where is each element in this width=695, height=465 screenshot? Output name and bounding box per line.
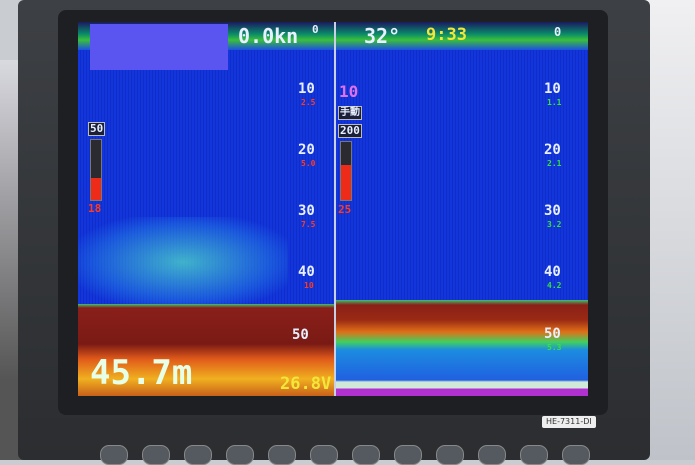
gain-fill bbox=[91, 178, 101, 200]
depth-readout: 45.7m bbox=[90, 353, 193, 393]
hardware-button[interactable] bbox=[520, 445, 548, 465]
clock: 9:33 bbox=[426, 25, 467, 45]
sonar-screen: 0.0kn 0 10 2.5 20 5.0 30 7.5 40 10 50 50… bbox=[78, 22, 588, 396]
hardware-button[interactable] bbox=[352, 445, 380, 465]
depth-mark: 50 bbox=[292, 327, 309, 343]
gain-fill bbox=[341, 165, 351, 200]
depth-sub: 3.2 bbox=[547, 220, 562, 229]
right-zero: 0 bbox=[554, 25, 562, 39]
depth-sub: 2.1 bbox=[547, 159, 562, 168]
depth-sub: 5.0 bbox=[301, 159, 316, 168]
depth-mark: 40 bbox=[298, 264, 315, 280]
speed-zero: 0 bbox=[312, 23, 319, 36]
depth-sub: 4.2 bbox=[547, 281, 562, 290]
hardware-button[interactable] bbox=[562, 445, 590, 465]
hardware-button[interactable] bbox=[310, 445, 338, 465]
gain-value: 18 bbox=[88, 202, 102, 215]
hardware-button[interactable] bbox=[184, 445, 212, 465]
depth-sub: 2.5 bbox=[301, 98, 316, 107]
seabed-echo bbox=[336, 300, 588, 396]
depth-mark: 30 bbox=[544, 203, 561, 219]
depth-sub: 1.1 bbox=[547, 98, 562, 107]
hardware-button[interactable] bbox=[268, 445, 296, 465]
range-label: 10 bbox=[339, 82, 359, 101]
water-temp: 32° bbox=[364, 24, 401, 48]
depth-sub: 10 bbox=[304, 281, 314, 290]
speed-readout: 0.0kn bbox=[238, 24, 299, 48]
right-sonar-panel: 32° 9:33 0 10 手動 200 25 10 1.1 20 2.1 30… bbox=[336, 22, 588, 396]
gain-value: 25 bbox=[338, 203, 352, 216]
panel-divider bbox=[334, 22, 336, 396]
voltage-readout: 26.8V bbox=[280, 374, 332, 394]
hardware-button[interactable] bbox=[478, 445, 506, 465]
gain-bar[interactable] bbox=[340, 141, 352, 201]
surface-band bbox=[336, 22, 588, 50]
gain-max-label: 200 bbox=[338, 124, 362, 138]
hardware-button[interactable] bbox=[100, 445, 128, 465]
depth-mark: 40 bbox=[544, 264, 561, 280]
depth-mark: 10 bbox=[544, 81, 561, 97]
depth-sub: 5.3 bbox=[547, 343, 562, 352]
hardware-button[interactable] bbox=[142, 445, 170, 465]
fish-school-echo bbox=[78, 217, 288, 307]
mode-label[interactable]: 手動 bbox=[338, 106, 362, 120]
left-sonar-panel: 0.0kn 0 10 2.5 20 5.0 30 7.5 40 10 50 50… bbox=[78, 22, 334, 396]
hardware-button[interactable] bbox=[394, 445, 422, 465]
depth-mark: 20 bbox=[544, 142, 561, 158]
depth-mark: 50 bbox=[544, 326, 561, 342]
hardware-button[interactable] bbox=[436, 445, 464, 465]
button-row bbox=[100, 445, 590, 465]
depth-mark: 30 bbox=[298, 203, 315, 219]
gain-bar[interactable] bbox=[90, 139, 102, 201]
seabed-echo bbox=[78, 304, 334, 396]
depth-mark: 10 bbox=[298, 81, 315, 97]
hardware-button[interactable] bbox=[226, 445, 254, 465]
depth-mark: 20 bbox=[298, 142, 315, 158]
depth-sub: 7.5 bbox=[301, 220, 316, 229]
redacted-block bbox=[90, 24, 228, 70]
model-label: HE-7311-DI bbox=[542, 416, 596, 428]
gain-max-label: 50 bbox=[88, 122, 106, 136]
